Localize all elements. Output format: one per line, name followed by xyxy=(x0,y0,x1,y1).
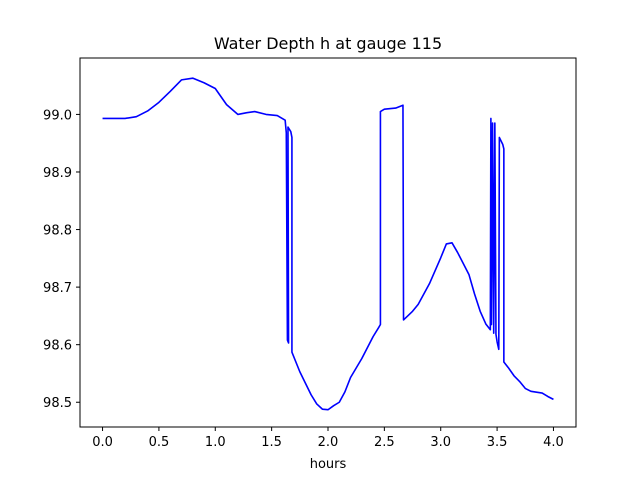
x-tick-label: 1.0 xyxy=(205,435,226,450)
x-tick-label: 2.5 xyxy=(374,435,395,450)
x-tick-label: 3.0 xyxy=(430,435,451,450)
x-tick-label: 1.5 xyxy=(261,435,282,450)
y-tick-label: 98.9 xyxy=(43,166,72,181)
plot-frame xyxy=(79,57,577,428)
x-tick-label: 2.0 xyxy=(318,435,339,450)
y-tick-label: 99.0 xyxy=(43,108,72,123)
x-axis-label: hours xyxy=(310,457,347,472)
x-tick-label: 4.0 xyxy=(543,435,564,450)
y-tick-label: 98.6 xyxy=(43,339,72,354)
x-tick-label: 3.5 xyxy=(487,435,508,450)
y-tick-label: 98.5 xyxy=(43,396,72,411)
x-axis: 0.0 0.5 1.0 1.5 2.0 2.5 3.0 3.5 4.0 xyxy=(92,427,564,450)
x-tick-label: 0.5 xyxy=(149,435,170,450)
y-axis: 98.5 98.6 98.7 98.8 98.9 99.0 xyxy=(43,108,80,411)
series-line xyxy=(102,77,554,411)
chart-title: Water Depth h at gauge 115 xyxy=(214,34,442,53)
y-tick-label: 98.8 xyxy=(43,224,72,239)
x-tick-label: 0.0 xyxy=(92,435,113,450)
y-tick-label: 98.7 xyxy=(43,281,72,296)
series-layer xyxy=(102,77,554,411)
